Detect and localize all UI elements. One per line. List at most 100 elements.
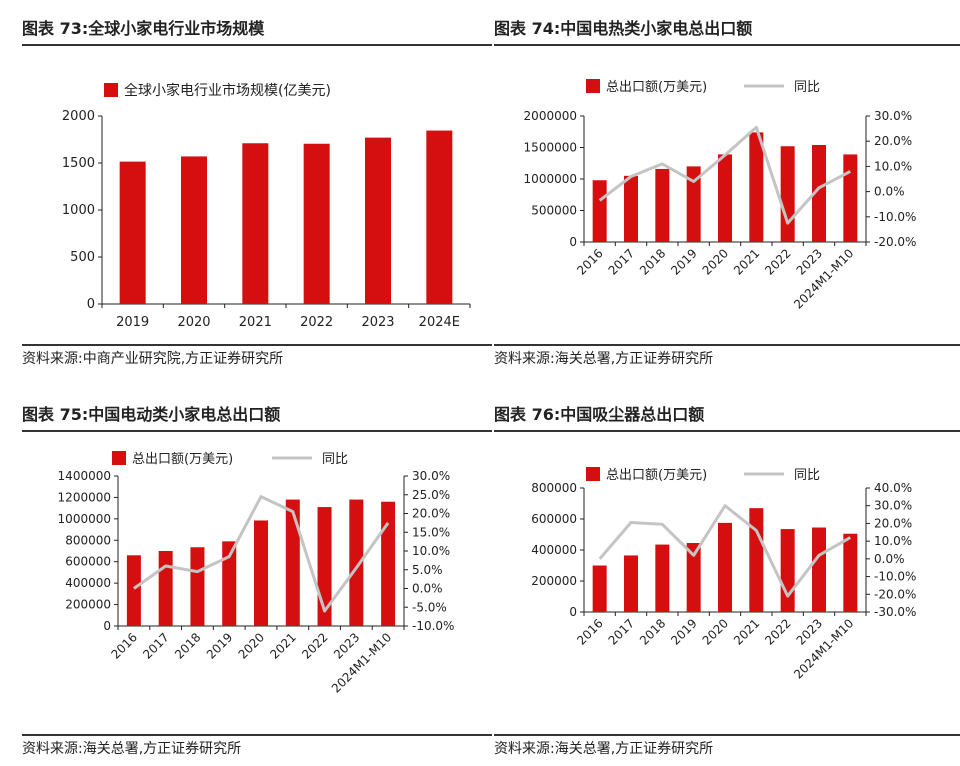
- bar: [749, 508, 764, 612]
- panel-title: 图表 74:中国电热类小家电总出口额: [494, 19, 753, 38]
- y-tick-label: 1200000: [58, 490, 111, 504]
- x-tick-label: 2019: [668, 616, 699, 647]
- x-tick-label: 2021: [731, 246, 762, 277]
- source-note: 资料来源:海关总署,方正证券研究所: [494, 741, 714, 757]
- x-tick-label: 2020: [177, 315, 210, 330]
- bar: [285, 499, 300, 626]
- x-tick-label: 2022: [299, 630, 330, 661]
- bar: [381, 501, 396, 626]
- x-tick-label: 2022: [300, 315, 333, 330]
- legend-swatch-bar: [104, 83, 118, 97]
- x-tick-label: 2019: [116, 315, 149, 330]
- y-tick-label: 800000: [65, 533, 111, 547]
- bar: [780, 146, 795, 242]
- heating-appliance-export-chart: 0 500000 1000000 1500000 2000000 2016 2017 2018…: [524, 79, 916, 312]
- x-tick-label: 2022: [762, 616, 793, 647]
- x-tick-label: 2017: [606, 616, 637, 647]
- legend-swatch-bar: [112, 451, 126, 465]
- x-tick-label: 2020: [700, 246, 731, 277]
- vacuum-cleaner-export-chart: 0 200000 400000 600000 800000 2016 2017 2018 201…: [531, 467, 916, 682]
- y2-tick-label: -10.0%: [874, 210, 916, 224]
- source-note: 资料来源:海关总署,方正证券研究所: [494, 351, 714, 367]
- bar: [119, 161, 146, 304]
- source-rule: [22, 344, 492, 346]
- bar: [303, 143, 330, 304]
- panel-title: 图表 76:中国吸尘器总出口额: [494, 405, 705, 424]
- bar: [843, 533, 858, 612]
- y-tick-label: 1000: [62, 203, 95, 218]
- y-tick-label: 600000: [531, 512, 577, 526]
- x-tick-label: 2020: [700, 616, 731, 647]
- x-tick-label: 2016: [574, 616, 605, 647]
- y-tick-label: 500: [70, 250, 95, 265]
- y2-tick-label: -10.0%: [412, 619, 454, 633]
- bar: [426, 130, 453, 304]
- bar: [181, 156, 207, 304]
- y2-tick-label: 0.0%: [874, 185, 905, 199]
- legend-swatch-bar: [586, 79, 600, 93]
- x-tick-label: 2019: [204, 630, 235, 661]
- bar: [624, 175, 638, 242]
- y2-tick-label: 10.0%: [874, 534, 912, 548]
- bar: [624, 555, 638, 612]
- bar: [843, 154, 858, 242]
- title-rule: [22, 44, 492, 46]
- y-tick-label: 400000: [531, 543, 577, 557]
- x-tick-label: 2016: [574, 246, 605, 277]
- motor-appliance-export-chart: 0 200000 400000 600000 800000 1000000 1200000 1…: [58, 451, 454, 696]
- panel-title: 图表 73:全球小家电行业市场规模: [22, 19, 265, 38]
- y2-tick-label: 0.0%: [412, 582, 443, 596]
- legend-label-line: 同比: [794, 468, 820, 483]
- bar: [812, 527, 826, 612]
- y2-tick-label: -20.0%: [874, 235, 916, 249]
- y2-tick-label: -30.0%: [874, 605, 916, 619]
- y-tick-label: 800000: [531, 481, 577, 495]
- yoy-line: [133, 495, 390, 613]
- x-tick-label: 2020: [236, 630, 267, 661]
- x-tick-label: 2018: [637, 246, 668, 277]
- y2-tick-label: 40.0%: [874, 481, 912, 495]
- y-tick-label: 0: [569, 605, 577, 619]
- legend-label-bar: 总出口额(万美元): [606, 80, 707, 95]
- bar: [126, 555, 141, 626]
- y-tick-label: 2000: [62, 109, 95, 124]
- y-tick-label: 1500000: [524, 141, 577, 155]
- bar: [592, 180, 607, 242]
- x-tick-label: 2023: [361, 315, 394, 330]
- x-tick-label: 2024E: [419, 315, 460, 330]
- x-tick-label: 2018: [172, 630, 203, 661]
- y-tick-label: 600000: [65, 555, 111, 569]
- y2-tick-label: -20.0%: [874, 587, 916, 601]
- yoy-line: [598, 125, 851, 225]
- y-tick-label: 1400000: [58, 469, 111, 483]
- y-tick-label: 0: [569, 235, 577, 249]
- y2-tick-label: 10.0%: [412, 544, 450, 558]
- bar: [686, 166, 701, 242]
- bar: [655, 168, 670, 242]
- legend-label-line: 同比: [322, 452, 348, 467]
- y-tick-label: 0: [87, 297, 95, 312]
- y2-tick-label: 5.0%: [412, 563, 443, 577]
- bar: [749, 132, 764, 242]
- x-tick-label: 2022: [762, 246, 793, 277]
- legend-label-bar: 总出口额(万美元): [132, 452, 233, 467]
- legend-swatch-bar: [586, 467, 600, 481]
- x-tick-label: 2019: [668, 246, 699, 277]
- bar: [222, 541, 237, 626]
- y-tick-label: 400000: [65, 576, 111, 590]
- y2-tick-label: 30.0%: [874, 499, 912, 513]
- source-note: 资料来源:海关总署,方正证券研究所: [22, 741, 242, 757]
- x-tick-label: 2017: [140, 630, 171, 661]
- legend-label-line: 同比: [794, 80, 820, 95]
- bar: [718, 154, 732, 242]
- bar: [242, 143, 269, 304]
- y2-tick-label: 30.0%: [412, 469, 450, 483]
- x-tick-label: 2021: [239, 315, 272, 330]
- x-tick-label: 2018: [637, 616, 668, 647]
- source-rule: [22, 734, 492, 736]
- yoy-line: [598, 504, 852, 598]
- bar: [349, 499, 364, 626]
- source-note: 资料来源:中商产业研究院,方正证券研究所: [22, 351, 284, 367]
- y-tick-label: 1000000: [58, 512, 111, 526]
- market-size-bar-chart: 0 500 1000 1500 2000 2019 2020 2021 2022 2023 2024…: [62, 82, 471, 330]
